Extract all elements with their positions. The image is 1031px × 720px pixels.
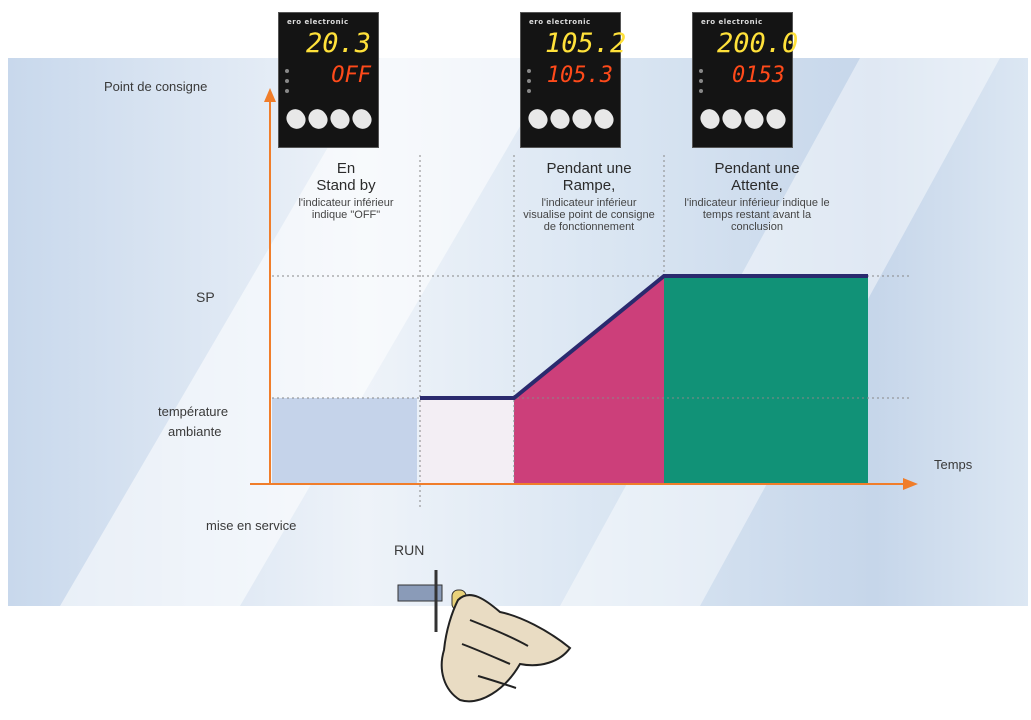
- pale-region: [420, 398, 513, 484]
- phase-standby-title1: En: [336, 160, 356, 177]
- phase-standby: En Stand by l'indicateur inférieur indiq…: [276, 160, 416, 221]
- controller-sv-display: 0153: [732, 63, 785, 88]
- controller-brand: ero electronic: [701, 18, 763, 26]
- controller-key: [348, 105, 376, 133]
- controller-key: [546, 105, 574, 133]
- run-label: RUN: [394, 542, 425, 558]
- sp-label: SP: [196, 289, 215, 305]
- phase-ramp-title2: Rampe,: [562, 177, 616, 194]
- controller-key: [568, 105, 596, 133]
- controller-brand: ero electronic: [287, 18, 349, 26]
- controller-pv-display: 200.0: [717, 28, 799, 59]
- controller-key: [590, 105, 618, 133]
- controller-sv-display: OFF: [331, 63, 371, 88]
- controller-standby: ero electronic 20.3 OFF: [278, 12, 379, 148]
- controller-pv-display: 105.2: [545, 28, 627, 59]
- controller-key: [762, 105, 790, 133]
- controller-key: [282, 105, 310, 133]
- x-axis-label: Temps: [934, 457, 973, 472]
- ambient-region: [272, 398, 417, 484]
- controller-leds: [525, 69, 535, 99]
- controller-key: [718, 105, 746, 133]
- phase-ramp-title1: Pendant une: [546, 160, 632, 177]
- phase-soak: Pendant une Attente, l'indicateur inféri…: [672, 160, 842, 233]
- controller-leds: [283, 69, 293, 99]
- x-axis-arrow: [903, 478, 918, 490]
- phase-soak-description: l'indicateur inférieur indique le temps …: [684, 197, 830, 233]
- ambient-label-line2: ambiante: [168, 424, 222, 439]
- start-label: mise en service: [206, 518, 297, 533]
- controller-key: [304, 105, 332, 133]
- ramp-region: [514, 276, 664, 484]
- controller-leds: [697, 69, 707, 99]
- controller-pv-display: 20.3: [305, 28, 371, 59]
- controller-key: [696, 105, 724, 133]
- controller-keypad: [524, 105, 618, 135]
- background-highlight: [60, 58, 560, 606]
- y-axis-label: Point de consigne: [104, 79, 208, 94]
- phase-standby-title2: Stand by: [316, 177, 376, 194]
- y-axis-arrow: [264, 88, 276, 102]
- soak-region: [664, 276, 868, 484]
- ambient-label-line1: température: [158, 404, 229, 419]
- controller-key: [326, 105, 354, 133]
- controller-keypad: [282, 105, 376, 135]
- controller-sv-display: 105.3: [546, 63, 613, 88]
- phase-ramp: Pendant une Rampe, l'indicateur inférieu…: [516, 160, 662, 233]
- run-switch-hand-illustration: [397, 570, 572, 703]
- controller-soak: ero electronic 200.0 0153: [692, 12, 799, 148]
- controller-keypad: [696, 105, 790, 135]
- controller-key: [524, 105, 552, 133]
- controller-ramp: ero electronic 105.2 105.3: [520, 12, 627, 148]
- setpoint-profile-line: [420, 274, 868, 400]
- phase-soak-title2: Attente,: [731, 177, 783, 194]
- controller-brand: ero electronic: [529, 18, 591, 26]
- phase-ramp-description: l'indicateur inférieur visualise point d…: [523, 197, 655, 233]
- controller-key: [740, 105, 768, 133]
- phase-soak-title1: Pendant une: [714, 160, 800, 177]
- phase-standby-description: l'indicateur inférieur indique "OFF": [298, 197, 394, 221]
